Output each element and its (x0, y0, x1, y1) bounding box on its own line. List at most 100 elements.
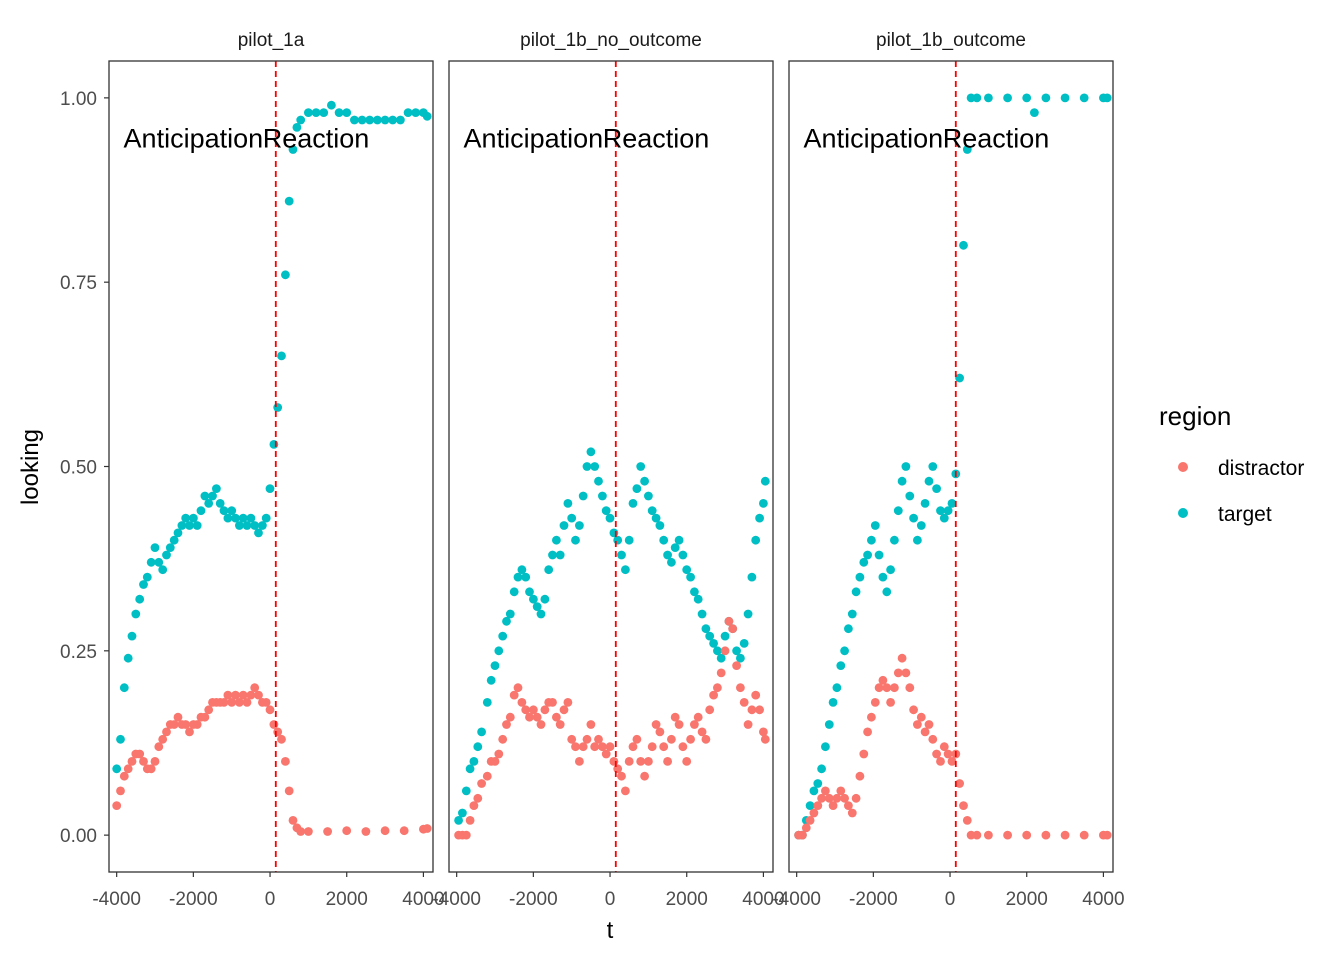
data-point-target (1030, 108, 1039, 117)
legend-key-distractor (1178, 462, 1188, 472)
data-point-target (736, 653, 745, 663)
data-point-distractor (651, 720, 661, 729)
data-point-distractor (594, 734, 603, 744)
data-point-target (598, 491, 607, 501)
y-tick-label: 1.00 (60, 89, 97, 110)
data-point-target (532, 602, 542, 611)
data-point-target (890, 535, 899, 545)
data-point-distractor (521, 705, 531, 715)
data-point-distractor (502, 720, 511, 729)
data-point-distractor (235, 698, 244, 707)
data-point-target (747, 572, 757, 582)
data-point-distractor (552, 712, 561, 722)
data-point-target (150, 543, 160, 552)
data-point-distractor (265, 705, 275, 715)
data-point-target (365, 115, 375, 125)
data-point-distractor (154, 742, 164, 752)
data-point-distractor (697, 727, 707, 737)
data-point-distractor (682, 757, 692, 766)
data-point-distractor (928, 734, 938, 744)
data-point-target (334, 108, 344, 117)
data-point-distractor (1079, 830, 1089, 840)
data-point-distractor (540, 705, 550, 715)
data-point-target (486, 675, 496, 685)
data-point-target (855, 572, 865, 582)
data-point-distractor (840, 793, 849, 803)
data-point-target (670, 543, 680, 552)
data-point-distractor (972, 830, 982, 840)
data-point-target (357, 115, 367, 125)
data-point-target (273, 403, 283, 412)
data-point-target (701, 624, 711, 634)
data-point-target (544, 565, 554, 575)
data-point-distractor (578, 742, 588, 752)
data-point-distractor (844, 801, 853, 810)
legend-label-target: target (1218, 503, 1272, 526)
data-point-distractor (422, 824, 432, 833)
data-point-target (582, 462, 592, 471)
data-point-target (502, 616, 511, 626)
data-point-target (1022, 93, 1032, 103)
data-point-distractor (828, 801, 838, 810)
data-point-distractor (739, 698, 749, 707)
data-point-target (897, 476, 907, 486)
data-point-target (920, 499, 930, 508)
data-point-distractor (720, 646, 730, 656)
annotation-anticipation: Anticipation (124, 123, 264, 153)
annotation-anticipation: Anticipation (464, 123, 604, 153)
data-point-distractor (655, 727, 665, 737)
data-point-target (482, 698, 492, 707)
data-point-distractor (567, 734, 577, 744)
data-point-distractor (686, 734, 695, 744)
data-point-distractor (886, 698, 895, 707)
panel-frame (448, 60, 774, 873)
data-point-distractor (897, 653, 907, 663)
data-point-distractor (947, 757, 957, 766)
x-tick-label: 2000 (326, 889, 368, 910)
data-point-distractor (162, 727, 171, 737)
data-point-distractor (517, 698, 527, 707)
data-point-distractor (200, 712, 210, 722)
data-point-distractor (529, 705, 538, 715)
data-point-target (972, 93, 982, 103)
data-point-target (578, 491, 588, 501)
data-point-target (1060, 93, 1070, 103)
data-point-distractor (705, 705, 715, 715)
data-point-distractor (563, 698, 573, 707)
data-point-target (411, 108, 421, 117)
x-tick-label: -2000 (849, 889, 898, 910)
data-point-target (465, 764, 475, 774)
data-point-target (928, 462, 938, 471)
data-point-target (131, 609, 141, 619)
series-target (794, 93, 1112, 840)
chart-panels: 0.00 0.25 0.50 0.75 1.00 pilot_1a Anticipation… (60, 30, 1125, 910)
y-tick-label: 0.50 (60, 458, 97, 479)
data-point-distractor (751, 690, 761, 700)
data-point-distractor (736, 683, 745, 693)
data-point-target (624, 535, 634, 545)
data-point-distractor (536, 720, 546, 729)
data-point-distractor (231, 690, 240, 700)
data-point-target (284, 196, 294, 206)
y-tick-label: 0.00 (60, 826, 97, 847)
data-point-target (840, 646, 849, 656)
data-point-distractor (571, 742, 580, 752)
data-point-target (469, 757, 479, 766)
data-point-target (181, 513, 191, 523)
x-tick-label: -2000 (509, 889, 558, 910)
data-point-target (258, 521, 267, 530)
data-point-distractor (494, 749, 504, 759)
data-point-target (813, 779, 823, 788)
data-point-distractor (590, 742, 600, 752)
data-point-target (644, 491, 653, 501)
x-tick-label: 0 (265, 889, 276, 910)
data-point-target (304, 108, 313, 117)
data-point-target (859, 557, 869, 567)
data-point-distractor (555, 720, 565, 729)
data-point-distractor (667, 734, 676, 744)
data-point-distractor (1022, 830, 1032, 840)
data-point-target (139, 580, 148, 589)
data-point-distractor (284, 786, 294, 796)
data-point-distractor (1102, 830, 1112, 840)
data-point-distractor (760, 734, 770, 744)
